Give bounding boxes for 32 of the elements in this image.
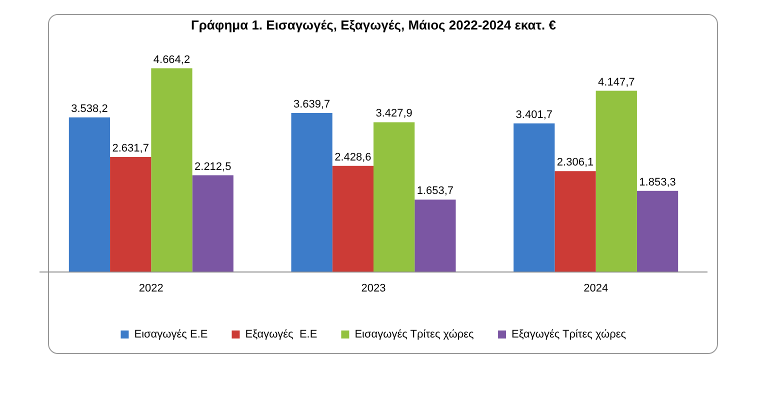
legend-label: Εξαγωγές Τρίτες χώρες xyxy=(512,328,626,341)
data-label: 3.427,9 xyxy=(376,108,412,120)
x-tick-label: 2022 xyxy=(138,282,164,294)
x-tick-label: 2023 xyxy=(361,282,386,294)
data-label: 3.639,7 xyxy=(293,98,330,110)
data-label: 2.428,6 xyxy=(334,151,372,164)
data-label: 3.401,7 xyxy=(516,108,552,121)
data-label: 4.664,2 xyxy=(153,54,190,66)
bar xyxy=(151,68,192,272)
data-label: 4.147,7 xyxy=(598,76,635,88)
chart-title: Γράφημα 1. Εισαγωγές, Εξαγωγές, Μάιος 2022-2024 εκατ. € xyxy=(191,17,556,32)
bar xyxy=(110,156,152,272)
data-label: 1.853,3 xyxy=(639,176,676,188)
bar xyxy=(291,112,332,272)
x-tick-label: 2024 xyxy=(584,282,608,294)
data-label: 2.212,5 xyxy=(194,160,232,173)
bar xyxy=(514,123,555,272)
legend-label: Εισαγωγές Ε.Ε xyxy=(134,328,208,341)
bar xyxy=(414,200,456,272)
bar xyxy=(192,175,234,272)
bar xyxy=(68,117,110,272)
bar xyxy=(554,171,596,272)
data-label: 2.631,7 xyxy=(112,142,149,154)
data-label: 3.538,2 xyxy=(71,102,108,115)
bar xyxy=(636,190,678,272)
legend-label: Εισαγωγές Τρίτες χώρες xyxy=(354,328,474,341)
bar xyxy=(374,122,415,272)
bar xyxy=(332,166,374,272)
bar xyxy=(596,90,637,272)
data-label: 1.653,7 xyxy=(416,185,454,198)
legend-label: Εξαγωγές Ε.Ε xyxy=(245,328,318,341)
data-label: 2.306,1 xyxy=(556,156,594,169)
